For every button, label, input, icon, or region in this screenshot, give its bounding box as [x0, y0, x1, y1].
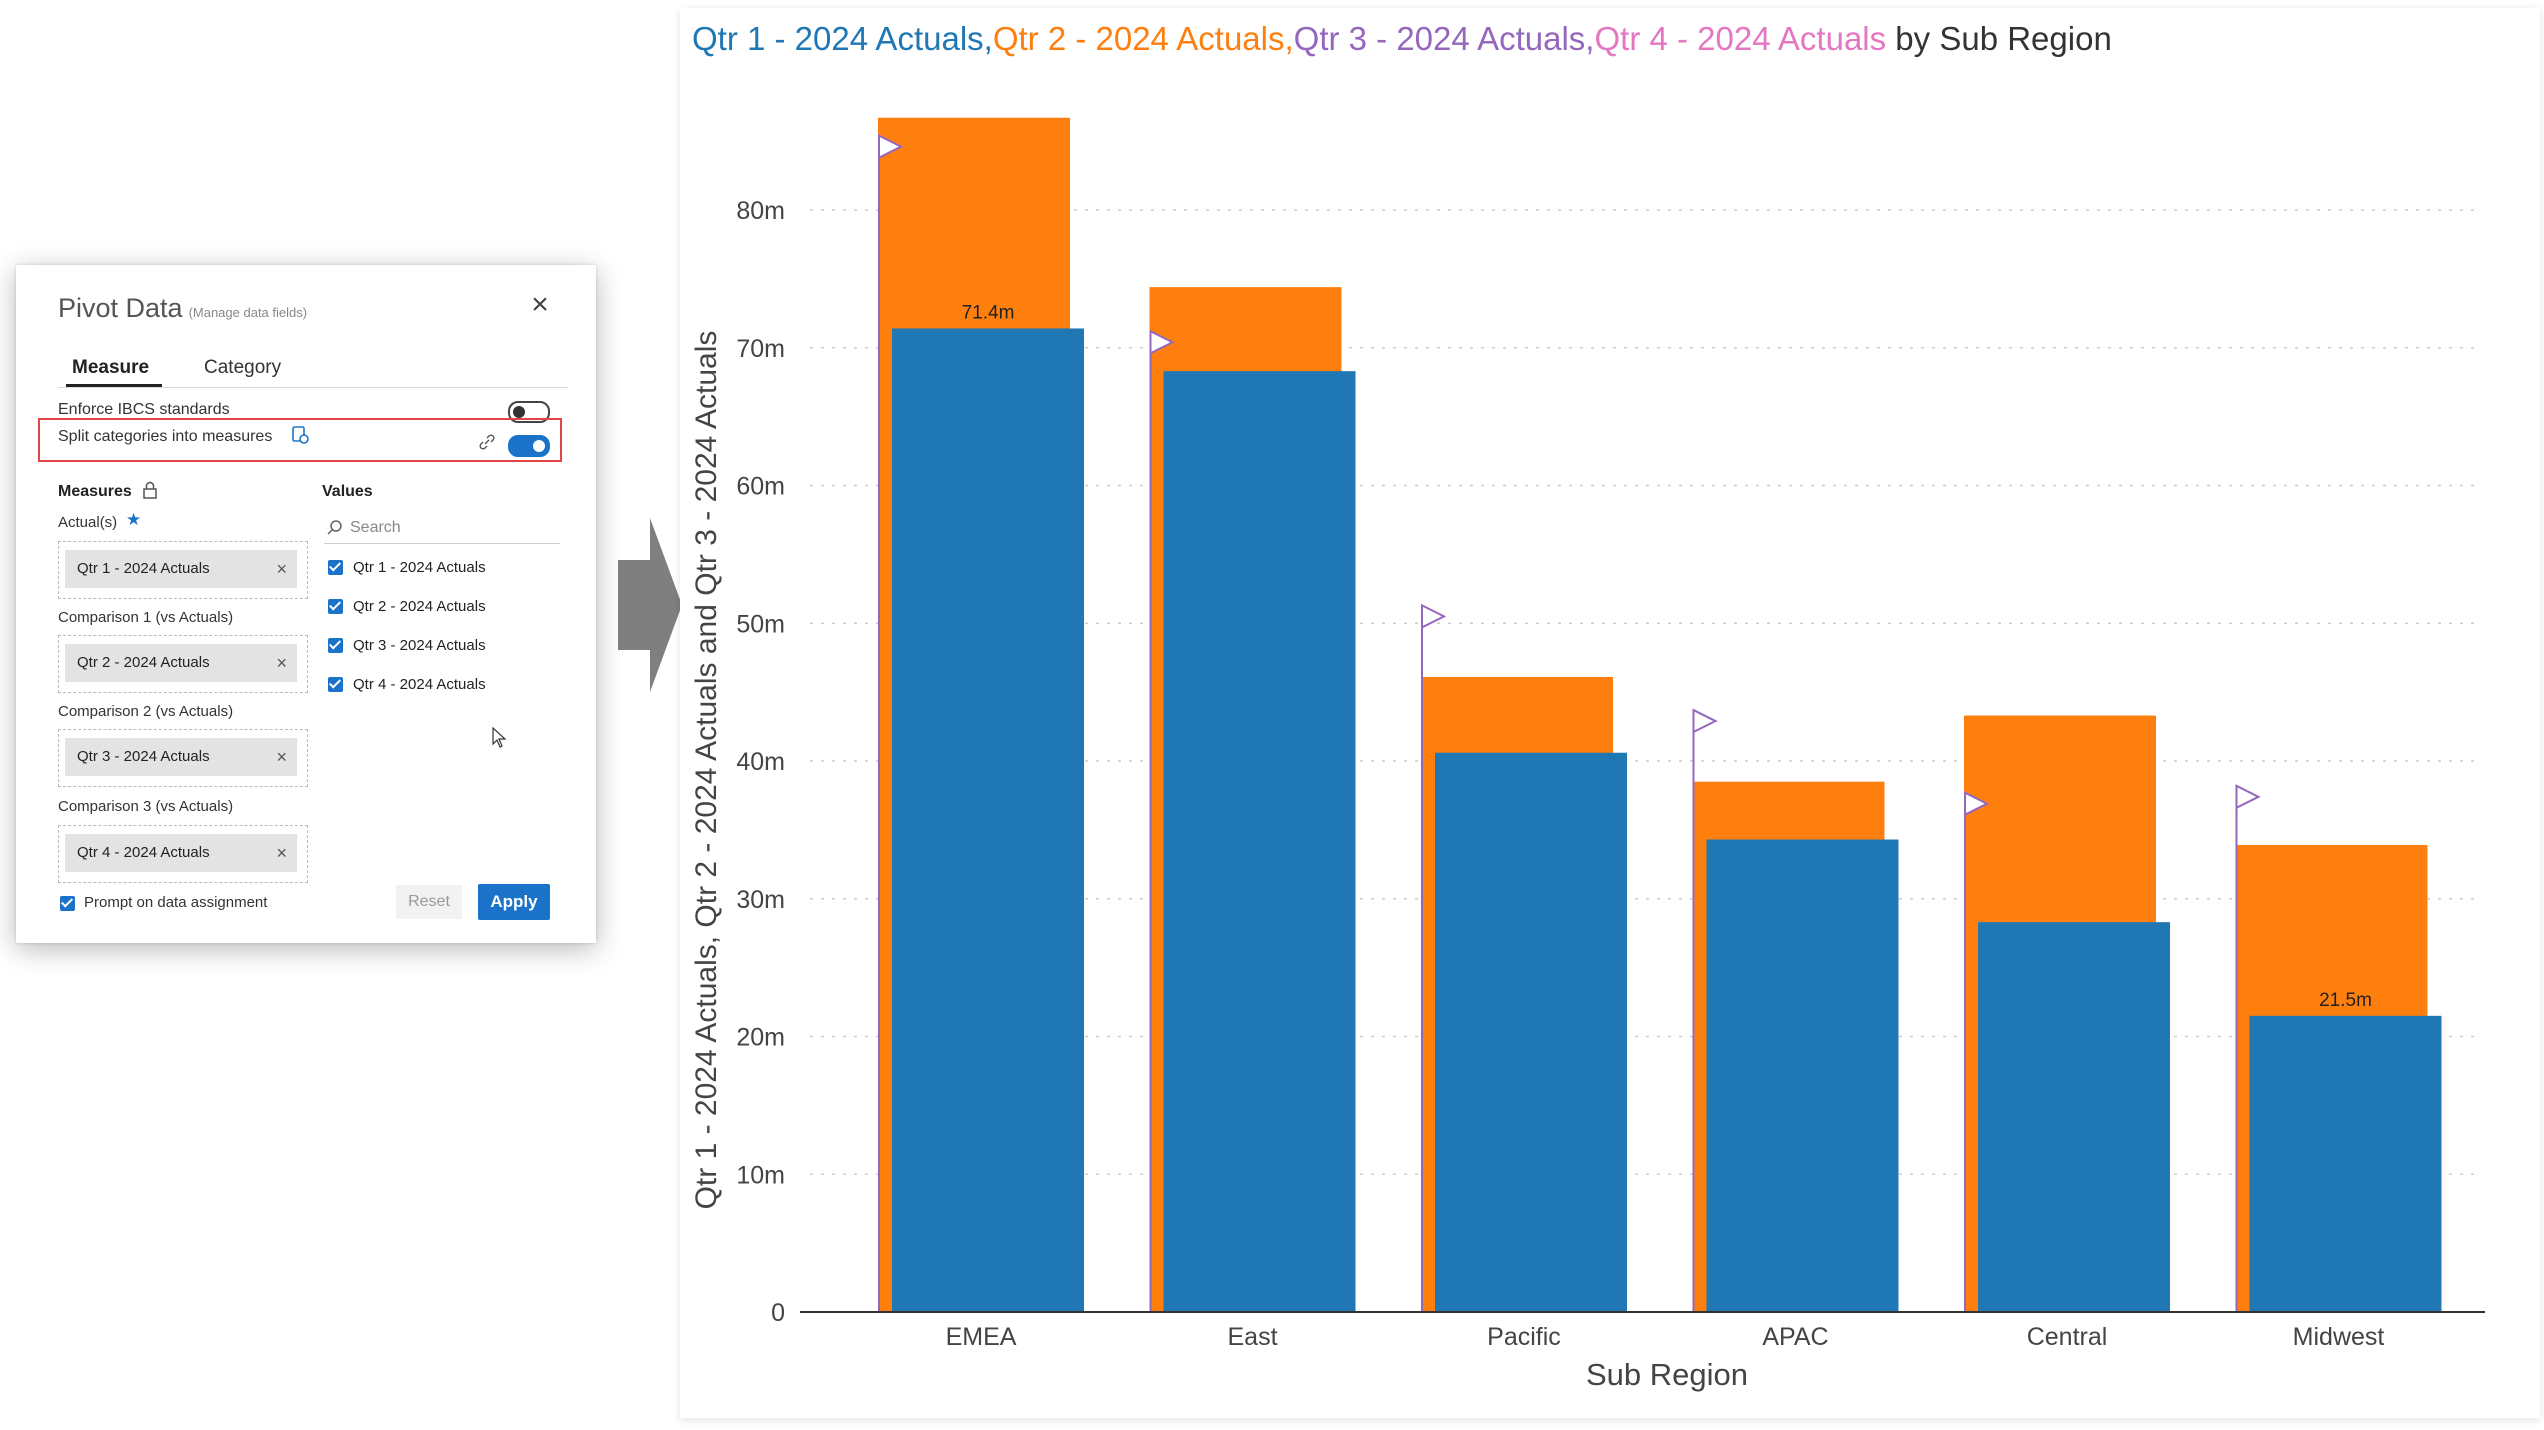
values-search-input[interactable]: Search — [324, 513, 560, 544]
enforce-ibcs-toggle[interactable] — [508, 401, 550, 423]
bars: 71.4m 21.5m — [878, 117, 2442, 1313]
y-tick-label: 30m — [736, 886, 785, 914]
tab-bar: Measure Category — [58, 353, 568, 388]
remove-icon[interactable]: × — [276, 747, 287, 767]
x-tick-label: Central — [2027, 1323, 2108, 1351]
measure-chip[interactable]: Qtr 4 - 2024 Actuals × — [65, 834, 297, 872]
y-tick-label: 80m — [736, 197, 785, 225]
tab-category[interactable]: Category — [204, 357, 282, 378]
chart-title-part: by Sub Region — [1886, 20, 2112, 57]
x-tick-label: EMEA — [946, 1323, 1017, 1351]
x-axis-title: Sub Region — [1586, 1357, 1748, 1392]
y-tick-label: 10m — [736, 1161, 785, 1189]
reset-button[interactable]: Reset — [396, 885, 462, 919]
measure-chip[interactable]: Qtr 2 - 2024 Actuals × — [65, 644, 297, 682]
value-label: Qtr 3 - 2024 Actuals — [353, 637, 486, 654]
search-placeholder: Search — [350, 519, 401, 536]
comparison-2-label: Comparison 2 (vs Actuals) — [58, 703, 234, 720]
measures-heading: Measures — [58, 483, 132, 500]
bar-qtr1 — [1706, 839, 1899, 1312]
data-label: 21.5m — [2319, 990, 2372, 1011]
gridlines — [810, 209, 2475, 1175]
highlight-box — [38, 418, 562, 462]
qtr3-marker-flag — [1421, 603, 1447, 629]
x-tick-label: Midwest — [2293, 1323, 2385, 1351]
y-tick-label: 40m — [736, 748, 785, 776]
pivot-data-panel: Pivot Data (Manage data fields) × Measure… — [16, 265, 596, 943]
comparison-1-label: Comparison 1 (vs Actuals) — [58, 609, 234, 626]
search-icon — [327, 520, 342, 535]
value-label: Qtr 2 - 2024 Actuals — [353, 598, 486, 615]
x-tick-label: APAC — [1762, 1323, 1828, 1351]
y-tick-label: 20m — [736, 1024, 785, 1052]
value-label: Qtr 4 - 2024 Actuals — [353, 676, 486, 693]
comparison-3-drop-zone[interactable]: Qtr 4 - 2024 Actuals × — [58, 825, 308, 883]
close-icon[interactable]: × — [531, 288, 549, 321]
remove-icon[interactable]: × — [276, 843, 287, 863]
link-icon[interactable] — [478, 433, 496, 451]
qtr3-marker-flag — [878, 134, 904, 160]
active-tab-indicator — [66, 384, 162, 387]
split-info-icon[interactable] — [290, 425, 310, 445]
panel-subtitle: (Manage data fields) — [188, 305, 308, 320]
qtr3-marker-flag — [1964, 791, 1990, 817]
chart-title-part: Qtr 3 - 2024 Actuals, — [1293, 20, 1595, 57]
x-tick-label: Pacific — [1487, 1323, 1561, 1351]
bar-chart: 71.4m 21.5m 0 10m 20m 30m 40m 50m 60m 70m 80m EMEA… — [690, 117, 2485, 1392]
values-heading: Values — [322, 483, 373, 500]
chart-title-part: Qtr 2 - 2024 Actuals, — [992, 20, 1294, 57]
comparison-1-drop-zone[interactable]: Qtr 2 - 2024 Actuals × — [58, 635, 308, 693]
comparison-2-drop-zone[interactable]: Qtr 3 - 2024 Actuals × — [58, 729, 308, 787]
bar-qtr1 — [1978, 922, 2170, 1312]
actuals-drop-zone[interactable]: Qtr 1 - 2024 Actuals × — [58, 541, 308, 599]
apply-button[interactable]: Apply — [478, 884, 550, 920]
bar-qtr1 — [1163, 371, 1356, 1313]
prompt-checkbox[interactable] — [60, 896, 75, 911]
value-checkbox[interactable] — [328, 677, 343, 692]
measure-chip[interactable]: Qtr 3 - 2024 Actuals × — [65, 738, 297, 776]
measure-chip[interactable]: Qtr 1 - 2024 Actuals × — [65, 550, 297, 588]
x-tick-label: East — [1227, 1323, 1277, 1351]
chart-title-part: Qtr 4 - 2024 Actuals — [1594, 20, 1887, 57]
split-categories-label: Split categories into measures — [58, 428, 273, 445]
qtr3-marker-flag — [2235, 784, 2261, 810]
arrow-right-icon — [618, 518, 682, 692]
value-label: Qtr 1 - 2024 Actuals — [353, 559, 486, 576]
y-tick-label: 70m — [736, 335, 785, 363]
value-checkbox[interactable] — [328, 638, 343, 653]
value-checkbox[interactable] — [328, 560, 343, 575]
qtr3-marker-flag — [1692, 708, 1718, 734]
remove-icon[interactable]: × — [276, 653, 287, 673]
bar-qtr1 — [892, 328, 1084, 1313]
mouse-cursor-icon — [492, 727, 507, 748]
data-label: 71.4m — [962, 302, 1015, 323]
y-tick-label: 0 — [771, 1299, 785, 1327]
remove-icon[interactable]: × — [276, 559, 287, 579]
y-tick-label: 50m — [736, 610, 785, 638]
prompt-label: Prompt on data assignment — [84, 894, 268, 911]
y-axis-title: Qtr 1 - 2024 Actuals, Qtr 2 - 2024 Actua… — [690, 331, 723, 1210]
y-tick-label: 60m — [736, 473, 785, 501]
chart-title-part: Qtr 1 - 2024 Actuals, — [692, 20, 993, 57]
bar-qtr1 — [1435, 752, 1627, 1312]
split-categories-toggle[interactable] — [508, 435, 550, 457]
actuals-label: Actual(s) — [58, 514, 118, 531]
qtr3-marker-flag — [1149, 329, 1175, 355]
panel-title: Pivot Data (Manage data fields) — [58, 293, 308, 323]
enforce-ibcs-label: Enforce IBCS standards — [58, 401, 230, 418]
lock-icon — [143, 481, 157, 499]
chart-title: Qtr 1 - 2024 Actuals,Qtr 2 - 2024 Actual… — [692, 20, 2112, 58]
required-star-icon: ★ — [126, 510, 142, 529]
axes: 0 10m 20m 30m 40m 50m 60m 70m 80m EMEA East Pacific… — [690, 197, 2485, 1392]
value-checkbox[interactable] — [328, 599, 343, 614]
comparison-3-label: Comparison 3 (vs Actuals) — [58, 798, 234, 815]
bar-qtr1 — [2249, 1015, 2442, 1312]
tab-measure[interactable]: Measure — [72, 357, 150, 378]
